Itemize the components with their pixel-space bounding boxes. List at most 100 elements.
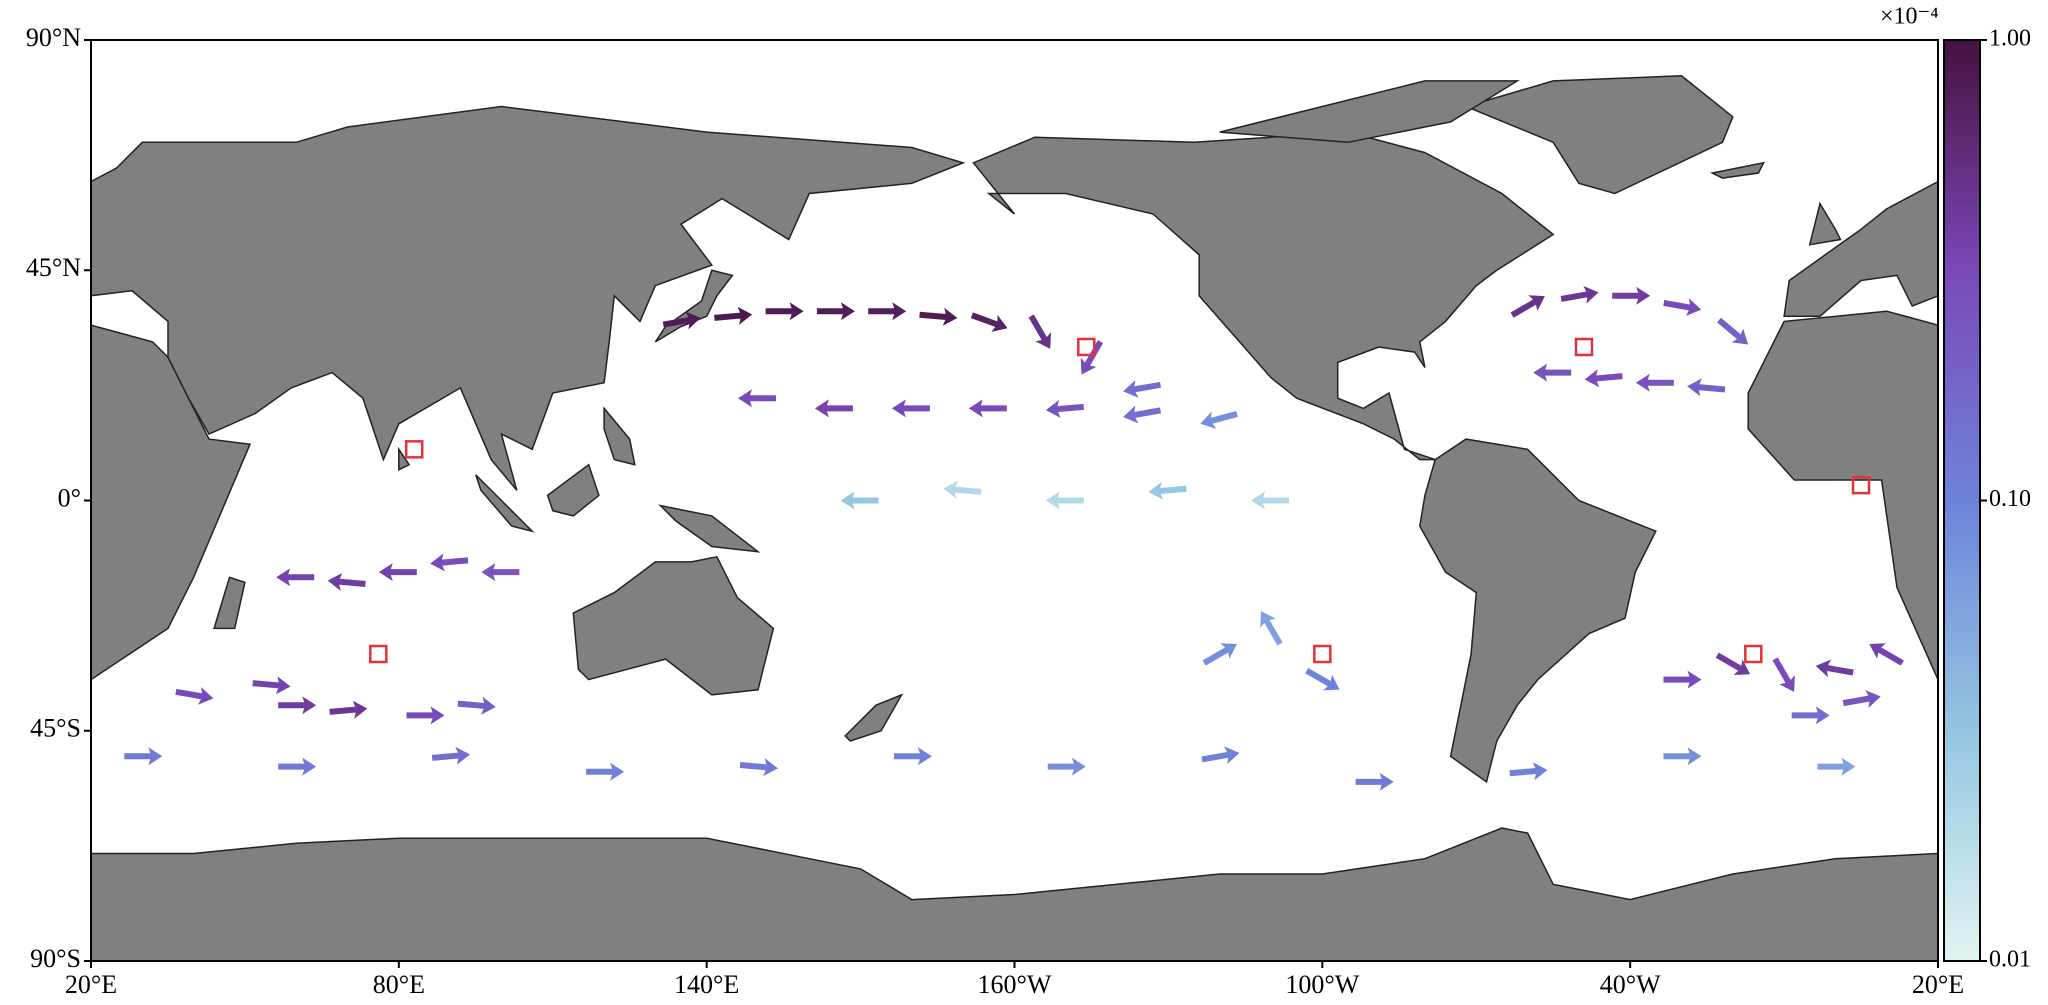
landmass <box>572 555 775 696</box>
vector-arrow <box>1715 652 1751 675</box>
release-marker <box>1077 337 1096 357</box>
arrow-head <box>430 706 445 725</box>
arrow-head <box>1841 757 1856 776</box>
arrow-head <box>737 306 753 325</box>
arrow-shaft <box>329 706 358 715</box>
arrow-head <box>1687 378 1702 397</box>
vector-arrow <box>378 563 417 582</box>
landmass <box>972 131 1555 461</box>
arrow-head <box>481 563 496 582</box>
vector-arrow <box>1047 757 1086 776</box>
arrow-shaft <box>714 312 743 321</box>
arrow-head <box>302 696 317 715</box>
landmass <box>603 406 636 466</box>
arrow-shaft <box>1305 668 1333 688</box>
release-marker <box>1313 644 1332 664</box>
arrow-shaft <box>1158 485 1187 495</box>
arrow-shaft <box>952 486 982 495</box>
arrow-shaft <box>1132 381 1162 393</box>
y-tick-label: 45°N <box>26 253 81 282</box>
arrow-head <box>763 758 778 777</box>
arrow-shaft <box>337 578 366 587</box>
arrow-shaft <box>457 700 487 710</box>
arrow-head <box>1533 363 1548 382</box>
vector-arrow <box>481 563 520 582</box>
vector-arrow <box>276 568 315 587</box>
vector-arrow <box>1612 286 1651 305</box>
vector-arrow <box>1663 747 1702 766</box>
landmass <box>213 576 246 630</box>
vector-arrow <box>1251 491 1289 510</box>
arrow-head <box>968 399 983 418</box>
vector-arrow <box>662 311 701 330</box>
vector-arrow <box>430 553 469 572</box>
arrow-head <box>1815 706 1830 725</box>
arrow-head <box>1071 757 1086 776</box>
arrow-head <box>1532 762 1548 781</box>
landmass <box>546 463 600 517</box>
release-marker <box>1744 644 1763 664</box>
arrow-shaft <box>252 680 281 689</box>
arrow-shaft <box>1842 695 1872 707</box>
arrow-shaft <box>919 311 948 321</box>
arrow-head <box>1045 399 1061 418</box>
x-tick-label: 140°E <box>674 970 739 999</box>
vector-arrow <box>738 389 776 408</box>
arrow-head <box>1779 675 1795 692</box>
arrow-head <box>840 302 855 321</box>
vector-arrow <box>431 746 471 765</box>
landmass <box>1808 201 1842 246</box>
vector-arrow <box>816 302 855 321</box>
arrow-head <box>1687 670 1702 689</box>
arrow-head <box>1035 332 1051 349</box>
arrow-head <box>1869 643 1887 659</box>
vector-arrow <box>1260 611 1283 646</box>
arrow-head <box>1731 328 1749 345</box>
vector-arrow <box>1045 399 1084 418</box>
vector-arrow <box>1772 657 1795 692</box>
arrow-shaft <box>1510 298 1538 318</box>
arrow-head <box>1080 357 1097 375</box>
arrow-shaft <box>1594 373 1623 382</box>
colorbar-bar <box>1943 39 1981 962</box>
colorbar-tick-label: 1.00 <box>1989 26 2031 52</box>
vector-arrow <box>1842 690 1881 708</box>
landmass <box>1783 180 1938 318</box>
arrow-head <box>943 480 959 499</box>
vector-arrow <box>1200 411 1238 429</box>
arrow-shaft <box>1132 407 1162 419</box>
arrow-head <box>1865 690 1881 708</box>
arrow-head <box>1635 373 1650 392</box>
arrow-shaft <box>970 312 1000 328</box>
vector-arrow <box>1584 369 1623 388</box>
arrow-head <box>610 762 625 781</box>
y-tick-label: 0° <box>58 483 81 512</box>
arrow-head <box>1815 659 1832 678</box>
arrow-shaft <box>1560 291 1590 302</box>
vector-arrow <box>891 399 930 418</box>
vector-arrow <box>968 399 1007 418</box>
vector-arrow <box>1815 659 1854 678</box>
landmass <box>91 827 1938 961</box>
arrow-shaft <box>1055 403 1084 413</box>
arrow-head <box>738 389 752 408</box>
arrow-shaft <box>1509 767 1538 777</box>
landmass <box>1747 310 1938 681</box>
x-tick-label: 80°E <box>373 970 425 999</box>
arrow-head <box>1224 746 1240 765</box>
release-marker <box>369 644 388 664</box>
landmass <box>1419 438 1657 784</box>
arrow-head <box>840 491 855 510</box>
x-tick-label: 40°W <box>1600 970 1661 999</box>
arrow-head <box>1148 481 1164 500</box>
vector-arrow <box>1148 481 1187 500</box>
vector-arrow <box>1817 757 1856 776</box>
arrow-shaft <box>1663 300 1692 311</box>
vector-arrow <box>1028 314 1051 349</box>
vector-arrow <box>714 306 753 325</box>
vector-arrow <box>1355 772 1394 791</box>
vector-arrow <box>327 572 366 591</box>
release-marker <box>1851 475 1871 495</box>
